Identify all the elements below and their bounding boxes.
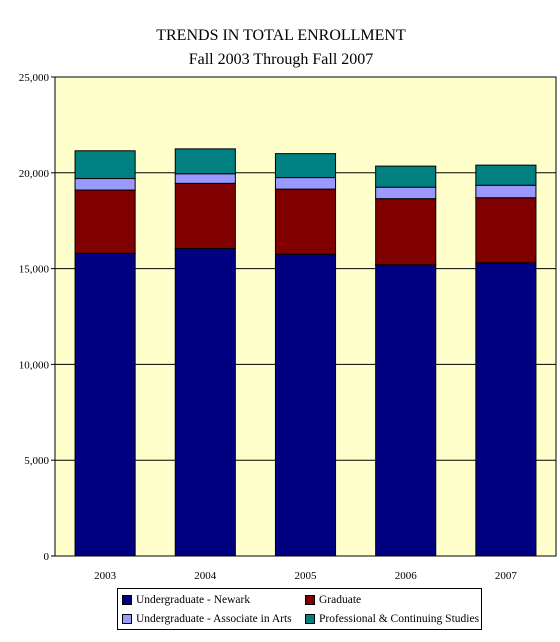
- legend-swatch-associate-in-arts: [122, 613, 132, 624]
- y-tick-label: 20,000: [19, 168, 50, 180]
- chart-title: TRENDS IN TOTAL ENROLLMENT: [156, 27, 406, 44]
- x-axis-ticks: 2003 2004 2005 2006 2007: [94, 570, 517, 582]
- x-tick-label: 2003: [94, 570, 117, 582]
- legend-swatch-graduate: [305, 594, 315, 605]
- legend-item-undergraduate-newark: Undergraduate - Newark: [122, 590, 305, 609]
- bar-segment-2005-series-0: [274, 253, 337, 557]
- bar-segment-2004-series-2: [174, 173, 236, 184]
- y-tick-label: 25,000: [19, 72, 50, 84]
- legend-label: Undergraduate - Associate in Arts: [136, 612, 292, 625]
- x-tick-label: 2005: [295, 570, 318, 582]
- bar-segment-2004-series-1: [174, 182, 236, 249]
- bar-segment-2004-series-3: [174, 148, 236, 175]
- chart-subtitle: Fall 2003 Through Fall 2007: [189, 51, 374, 68]
- x-tick-label: 2007: [495, 570, 518, 582]
- y-tick-label: 0: [44, 551, 50, 563]
- bar-segment-2006-series-2: [375, 186, 437, 200]
- bar-segment-2007-series-1: [475, 197, 537, 264]
- bars: [74, 148, 537, 557]
- legend: Undergraduate - Newark Graduate Undergra…: [117, 588, 482, 630]
- bar-segment-2004-series-0: [174, 247, 236, 557]
- bar-segment-2003-series-0: [74, 252, 136, 557]
- bar-segment-2003-series-2: [74, 178, 136, 191]
- bar-segment-2006-series-1: [375, 198, 437, 266]
- legend-label: Graduate: [319, 593, 362, 606]
- bar-segment-2005-series-3: [274, 153, 337, 179]
- bar-segment-2005-series-1: [274, 188, 337, 255]
- y-tick-label: 5,000: [24, 455, 49, 467]
- bar-segment-2005-series-2: [274, 177, 337, 190]
- bar-segment-2006-series-0: [375, 264, 437, 557]
- legend-swatch-undergraduate-newark: [122, 594, 132, 605]
- bar-segment-2007-series-0: [475, 262, 537, 557]
- legend-label: Undergraduate - Newark: [136, 593, 251, 606]
- x-tick-label: 2006: [395, 570, 418, 582]
- bar-segment-2007-series-3: [475, 164, 537, 186]
- y-tick-label: 15,000: [19, 264, 50, 276]
- x-tick-label: 2004: [194, 570, 217, 582]
- legend-item-graduate: Graduate: [305, 590, 487, 609]
- bar-segment-2003-series-1: [74, 189, 136, 254]
- legend-swatch-professional-continuing: [305, 613, 315, 624]
- bar-segment-2003-series-3: [74, 150, 136, 180]
- legend-item-professional-continuing: Professional & Continuing Studies: [305, 609, 487, 628]
- bar-segment-2006-series-3: [375, 165, 437, 188]
- bar-segment-2007-series-2: [475, 184, 537, 199]
- legend-label: Professional & Continuing Studies: [319, 612, 480, 625]
- y-tick-label: 10,000: [19, 359, 50, 371]
- y-axis-ticks: 0 5,000 10,000 15,000 20,000 25,000: [19, 72, 55, 563]
- legend-item-associate-in-arts: Undergraduate - Associate in Arts: [122, 609, 305, 628]
